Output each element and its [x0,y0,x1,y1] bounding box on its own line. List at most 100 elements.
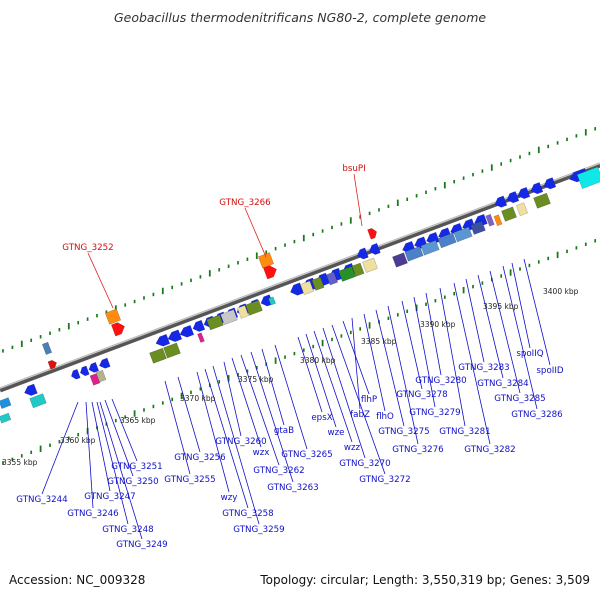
leader-line [240,354,280,466]
leader-line [387,305,419,445]
gene-arrow [47,359,58,370]
gene-box [149,347,167,364]
leader-line [250,351,294,483]
gene-box [0,412,12,424]
gene-box [392,252,408,268]
gene-arrow [367,228,377,240]
gene-box [326,271,338,286]
leader-line [297,336,323,413]
leader-line [331,324,386,475]
gene-box [29,393,47,409]
red-feature-label: GTNG_3266 [219,198,270,208]
gene-label-text: wzx [253,448,270,458]
leader-line [322,327,366,459]
kbp-tick-label: 3400 kbp [543,287,579,296]
gene-arrow [506,191,520,204]
gene-box [104,308,122,325]
gene-arrow [543,177,557,190]
map-title: Geobacillus thermodenitrificans NG80-2, … [113,10,487,25]
gene-label-text: GTNG_3265 [281,450,332,460]
gene-features[interactable] [0,166,600,424]
gene-label-text: GTNG_3276 [392,445,443,455]
gene-arrow [167,329,183,342]
leader-line [196,371,230,493]
gene-label-text: GTNG_3281 [439,427,490,437]
leader-line [401,300,423,390]
gene-label-text: spoIIQ [516,349,543,359]
gene-box [220,309,238,326]
leader-line [425,292,442,376]
leader-line [99,401,143,540]
gene-label-text: epsX [311,413,332,423]
gene-box [163,342,181,359]
gene-box [0,397,12,409]
kbp-tick-label: 3380 kbp [300,356,336,365]
topology-info: Topology: circular; Length: 3,550,319 bp… [260,573,590,587]
leader-line [351,317,361,410]
gene-box [485,213,495,227]
leader-line [244,207,267,258]
gene-label-text: GTNG_3247 [84,492,135,502]
leader-line [313,330,353,443]
gene-box [268,296,276,306]
leader-line [489,270,521,394]
leader-line [363,313,386,412]
leader-line [453,282,491,445]
gene-arrow [368,242,381,255]
gene-box [311,276,325,291]
gene-arrow [80,365,90,377]
gene-box [300,280,314,296]
gene-label-text: GTNG_3280 [415,376,466,386]
gene-label-text: GTNG_3272 [359,475,410,485]
kbp-tick-label: 3395 kbp [483,302,519,311]
gene-box [245,299,263,316]
gene-box [257,252,275,269]
lower-dotted-track [2,239,597,465]
leader-line [523,258,551,366]
gene-label-text: spoIID [536,366,563,376]
leader-line [261,348,285,426]
gene-label-text: GTNG_3279 [409,408,460,418]
gene-label-text: GTNG_3251 [111,462,162,472]
kbp-tick-label: 3390 kbp [420,320,456,329]
gene-label-text: GTNG_3270 [339,459,390,469]
red-feature-label: bsuPI [342,164,365,174]
gene-label-text: fabZ [350,410,370,420]
gene-box [501,206,517,222]
leader-line [353,173,363,227]
gene-arrow [262,265,277,280]
gene-box [420,239,440,256]
gene-box [437,232,457,249]
gene-arrow [155,333,171,347]
leader-line [41,401,79,495]
leader-line [274,344,308,450]
gene-arrow [290,282,304,296]
gene-label-text: gtaB [274,426,294,436]
gene-label-text: GTNG_3256 [174,453,225,463]
accession-text: Accession: NC_009328 [9,573,146,587]
leader-line [212,365,260,525]
leader-line [305,333,337,428]
leader-line [87,252,114,309]
gene-label-text: flhO [376,412,394,422]
leader-line [85,401,94,509]
gene-box [206,314,224,331]
gene-labels: GTNG_3252 GTNG_3266 bsuPI GTNG_3244 GTNG_324… [2,164,579,550]
gene-arrow [517,186,531,199]
gene-label-text: GTNG_3249 [116,540,167,550]
gene-label-text: GTNG_3262 [253,466,304,476]
kbp-tick-label: 3375 kbp [238,375,274,384]
gene-box [95,369,107,383]
gene-box [197,332,205,343]
gene-label-text: GTNG_3258 [222,509,273,519]
leader-line [413,296,436,408]
leader-line [477,274,504,379]
gene-label-text: wzy [221,493,238,503]
leader-line [104,399,134,477]
gene-box [533,192,551,209]
gene-arrow [356,247,369,260]
gene-arrow [98,357,111,369]
gene-box [404,245,424,262]
gene-box [576,166,600,189]
